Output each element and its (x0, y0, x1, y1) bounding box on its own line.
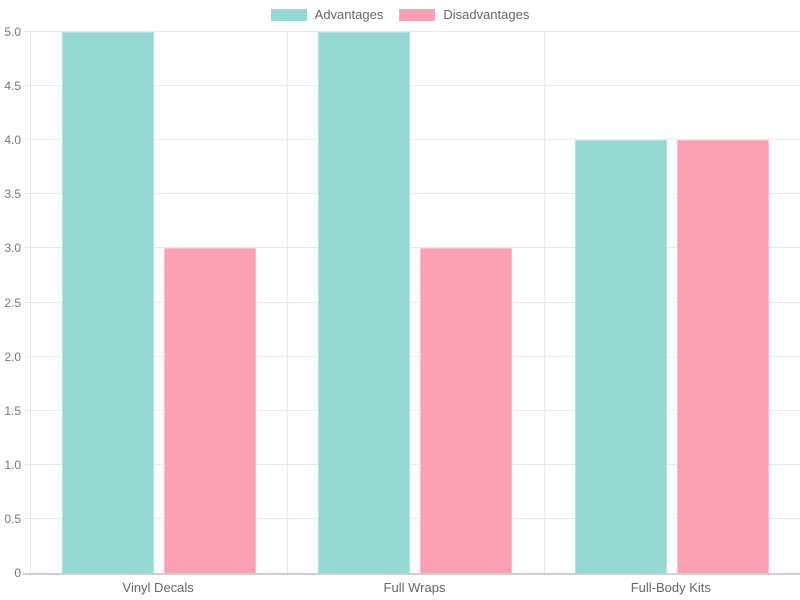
bar-group (544, 32, 800, 573)
legend-swatch-disadvantages (399, 8, 436, 21)
y-tick-label: 3.5 (4, 187, 21, 202)
bar-disadvantages (676, 140, 769, 573)
legend-swatch-advantages (270, 8, 307, 21)
bar-advantages (318, 32, 411, 573)
gridline (24, 301, 800, 303)
bar-advantages (62, 32, 155, 573)
gridline (24, 247, 800, 249)
legend-item-advantages[interactable]: Advantages (270, 7, 384, 22)
y-tick-label: 2.5 (4, 295, 21, 310)
gridline (24, 85, 800, 87)
x-category-label: Full-Body Kits (630, 580, 711, 595)
legend-item-disadvantages[interactable]: Disadvantages (399, 7, 529, 22)
y-tick-label: 4.0 (4, 133, 21, 148)
y-tick-label: 2.0 (4, 349, 21, 364)
y-tick-label: 5.0 (4, 25, 21, 39)
gridline (24, 31, 800, 32)
chart-legend: Advantages Disadvantages (0, 7, 800, 22)
gridline (24, 139, 800, 141)
legend-label-advantages: Advantages (314, 7, 384, 22)
y-tick-label: 1.5 (4, 403, 21, 418)
gridline (24, 463, 800, 465)
x-category-label: Vinyl Decals (122, 580, 194, 595)
y-tick-label: 0.5 (4, 511, 21, 526)
category-separator (543, 32, 545, 573)
bar-group (287, 32, 543, 573)
gridline (24, 193, 800, 195)
y-axis: 0 0.5 1.0 1.5 2.0 2.5 3.0 3.5 4.0 4.5 5.0 (0, 26, 21, 579)
bar-group (31, 32, 287, 573)
bar-advantages (574, 140, 667, 573)
x-category-label: Full Wraps (383, 580, 446, 595)
gridline (24, 517, 800, 519)
y-tick-label: 1.0 (4, 457, 21, 472)
x-axis: Vinyl Decals Full Wraps Full-Body Kits (30, 580, 799, 598)
plot-area (24, 31, 800, 573)
x-axis-line (23, 573, 800, 575)
bar-disadvantages (420, 248, 513, 573)
y-tick-label: 0 (14, 566, 21, 580)
category-separator (287, 32, 289, 573)
y-tick-label: 4.5 (4, 79, 21, 94)
bar-disadvantages (164, 248, 257, 573)
gridline (24, 409, 800, 411)
gridline (24, 355, 800, 357)
y-tick-label: 3.0 (4, 241, 21, 256)
legend-label-disadvantages: Disadvantages (443, 7, 530, 22)
